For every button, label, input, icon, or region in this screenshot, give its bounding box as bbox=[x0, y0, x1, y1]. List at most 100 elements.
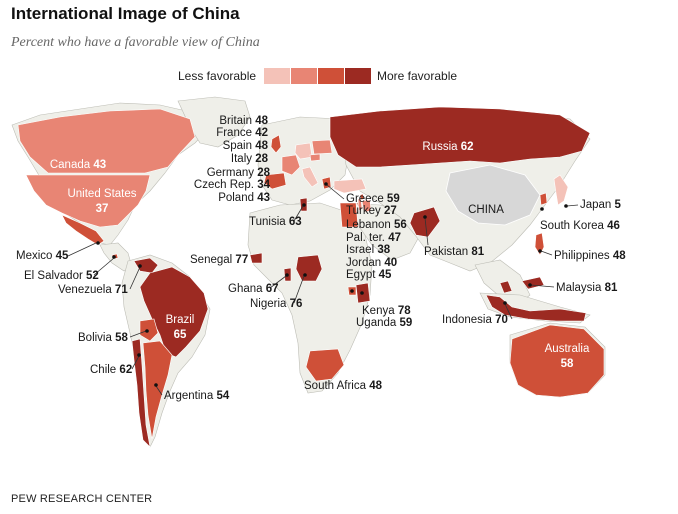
location-dot-indonesia bbox=[503, 301, 507, 305]
country-label-el-salvador: El Salvador 52 bbox=[24, 270, 99, 282]
country-label-indonesia: Indonesia 70 bbox=[442, 314, 508, 326]
leader-line-indonesia bbox=[504, 303, 513, 320]
country-label-value: 62 bbox=[119, 364, 132, 376]
location-dot-mexico bbox=[96, 241, 100, 245]
country-shape-brazil bbox=[139, 266, 209, 358]
country-label-name: El Salvador bbox=[24, 270, 83, 282]
country-label-philippines: Philippines 48 bbox=[554, 250, 626, 262]
country-label-senegal: Senegal 77 bbox=[190, 254, 248, 266]
country-shape-malaysia bbox=[499, 276, 545, 294]
country-label-value: 81 bbox=[471, 246, 484, 258]
country-label-name: Japan bbox=[580, 199, 611, 211]
country-label-value: 62 bbox=[461, 141, 474, 153]
country-label-name: South Korea bbox=[540, 220, 605, 232]
country-label-value: 63 bbox=[289, 216, 302, 228]
country-label-nigeria: Nigeria 76 bbox=[250, 298, 302, 310]
country-label-name: Argentina bbox=[164, 390, 214, 402]
leader-line-ghana bbox=[269, 275, 287, 289]
country-label-venezuela: Venezuela 71 bbox=[58, 284, 128, 296]
country-label-turkey: Turkey 27 bbox=[346, 205, 397, 217]
country-label-pakistan: Pakistan 81 bbox=[424, 246, 485, 258]
country-label-name: Canada bbox=[50, 159, 91, 171]
country-shape-jordan bbox=[361, 199, 372, 213]
country-label-name: Israel bbox=[346, 244, 374, 256]
location-dot-nigeria bbox=[303, 273, 307, 277]
country-shape-poland bbox=[311, 139, 333, 155]
country-label-israel: Israel 38 bbox=[346, 244, 391, 256]
country-label-value: 43 bbox=[93, 159, 106, 171]
country-label-ghana: Ghana 67 bbox=[228, 283, 279, 295]
country-label-value: 38 bbox=[377, 244, 390, 256]
country-label-name: Egypt bbox=[346, 269, 376, 281]
country-label-name: Chile bbox=[90, 364, 116, 376]
country-shape-lebanon bbox=[359, 193, 365, 201]
legend-swatch-3 bbox=[318, 68, 344, 84]
country-shape-senegal bbox=[249, 252, 263, 264]
country-shape-france bbox=[281, 154, 301, 176]
country-label-name: Turkey bbox=[346, 205, 381, 217]
location-dot-uganda bbox=[350, 289, 354, 293]
country-label-value: 46 bbox=[607, 220, 620, 232]
leader-line-tunisia bbox=[293, 205, 304, 222]
country-label-value: 28 bbox=[257, 167, 270, 179]
country-label-tunisia: Tunisia 63 bbox=[249, 216, 302, 228]
country-label-value: 40 bbox=[384, 257, 397, 269]
country-label-name: Indonesia bbox=[442, 314, 492, 326]
country-shape-spain bbox=[263, 172, 287, 190]
country-label-name: United States bbox=[67, 188, 136, 200]
country-label-spain: Spain 48 bbox=[223, 140, 269, 152]
country-shape-south-africa bbox=[305, 348, 345, 382]
country-label-value: 37 bbox=[96, 203, 109, 215]
country-label-jordan: Jordan 40 bbox=[346, 257, 397, 269]
country-shape-britain bbox=[270, 134, 282, 154]
china-shape bbox=[445, 164, 541, 226]
legend-more-label: More favorable bbox=[377, 69, 458, 83]
leader-line-el-salvador bbox=[93, 257, 115, 276]
source-credit: PEW RESEARCH CENTER bbox=[11, 493, 153, 505]
country-label-bolivia: Bolivia 58 bbox=[78, 332, 128, 344]
country-label-name: Germany bbox=[207, 167, 255, 179]
country-shape-egypt bbox=[339, 202, 359, 228]
location-dot-greece bbox=[324, 182, 328, 186]
legend-swatch-2 bbox=[291, 68, 317, 84]
country-label-pal-ter: Pal. ter. 47 bbox=[346, 232, 401, 244]
country-shape-chile bbox=[131, 338, 151, 448]
country-label-italy: Italy 28 bbox=[231, 153, 269, 165]
country-shape-bolivia bbox=[139, 318, 159, 342]
country-label-value: 43 bbox=[257, 192, 270, 204]
country-label-name: Pal. ter. bbox=[346, 232, 385, 244]
world-map: Canada 43 United States 37 Mexico 45 El Salv… bbox=[11, 96, 626, 448]
country-label-name: Senegal bbox=[190, 254, 232, 266]
country-label-value: 5 bbox=[615, 199, 622, 211]
country-label-value: 34 bbox=[257, 179, 270, 191]
country-shape-united-states bbox=[25, 174, 151, 228]
country-label-value: 52 bbox=[86, 270, 99, 282]
country-label-kenya: Kenya 78 bbox=[362, 305, 411, 317]
country-label-greece: Greece 59 bbox=[346, 193, 400, 205]
country-label-germany: Germany 28 bbox=[207, 167, 271, 179]
country-shape-japan bbox=[553, 174, 569, 206]
legend-swatch-1 bbox=[264, 68, 290, 84]
country-label-value: 48 bbox=[613, 250, 626, 262]
leader-line-greece bbox=[326, 184, 345, 200]
country-label-name: Tunisia bbox=[249, 216, 286, 228]
country-label-value: 70 bbox=[495, 314, 508, 326]
country-shape-russia bbox=[329, 106, 591, 168]
country-shape-argentina bbox=[142, 340, 173, 440]
country-label-name: Ghana bbox=[228, 283, 263, 295]
country-label-egypt: Egypt 45 bbox=[346, 269, 392, 281]
country-shape-italy bbox=[301, 166, 319, 188]
country-label-name: Kenya bbox=[362, 305, 395, 317]
country-label-name: Bolivia bbox=[78, 332, 112, 344]
country-label-name: Lebanon bbox=[346, 219, 391, 231]
legend: Less favorable More favorable bbox=[0, 66, 678, 86]
chart-subtitle: Percent who have a favorable view of Chi… bbox=[11, 35, 260, 50]
country-label-lebanon: Lebanon 56 bbox=[346, 219, 407, 231]
location-dot-el-salvador bbox=[112, 255, 116, 259]
country-label-uganda: Uganda 59 bbox=[356, 317, 412, 329]
country-label-value: 45 bbox=[379, 269, 392, 281]
country-label-value: 78 bbox=[398, 305, 411, 317]
country-label-south-korea: South Korea 46 bbox=[540, 220, 620, 232]
country-label-chile: Chile 62 bbox=[90, 364, 132, 376]
country-label-name: Greece bbox=[346, 193, 384, 205]
